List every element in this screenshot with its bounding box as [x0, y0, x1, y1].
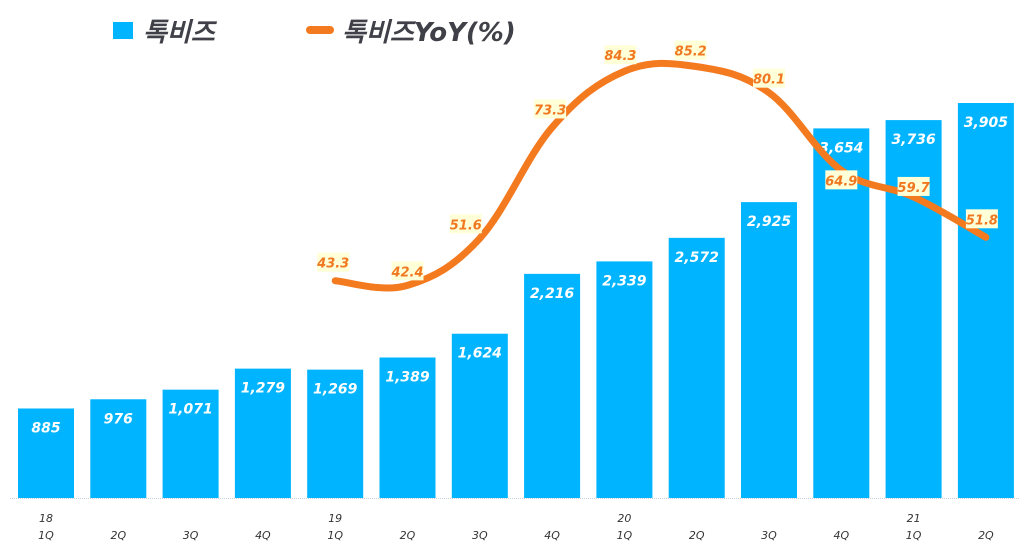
yoy-label-box [965, 209, 998, 229]
x-tick-label: 3Q [472, 529, 488, 542]
yoy-label: 64.9 [825, 174, 857, 189]
bar-label: 1,624 [458, 346, 502, 362]
x-tick-label: 3Q [761, 529, 777, 542]
legend-bar-swatch [113, 21, 133, 39]
bar [668, 237, 725, 498]
bar [957, 103, 1014, 498]
bar-label: 2,216 [530, 286, 575, 302]
bar-label: 1,389 [385, 369, 430, 385]
yoy-label: 73.3 [534, 103, 566, 118]
legend-line: 톡비즈YoY(%) [306, 12, 516, 48]
bar-label: 976 [104, 411, 133, 427]
bar-label: 2,572 [675, 250, 719, 266]
legend-line-label: 톡비즈YoY(%) [342, 17, 516, 48]
x-tick-label: 1Q [38, 529, 54, 542]
yoy-label-box [534, 99, 567, 119]
x-tick-label: 2Q [689, 529, 705, 542]
yoy-label-box [449, 214, 482, 234]
yoy-label: 43.3 [316, 257, 349, 272]
legend-bar-label: 톡비즈 [143, 17, 215, 48]
bar [162, 389, 219, 498]
bar-label: 3,905 [964, 115, 1009, 131]
bar-label: 885 [31, 420, 60, 436]
x-tick-label: 4Q [544, 529, 560, 542]
x-tick-label: 1Q [327, 529, 343, 542]
bar [90, 399, 147, 498]
bar [451, 333, 508, 498]
yoy-label-box [825, 170, 858, 190]
bar-label: 2,925 [747, 214, 792, 230]
yoy-label: 85.2 [675, 45, 707, 60]
x-tick-year: 19 [328, 512, 342, 525]
x-tick-label: 2Q [110, 529, 126, 542]
bar [596, 261, 653, 498]
bar [234, 368, 291, 498]
yoy-label: 42.4 [390, 265, 423, 280]
bar-label: 1,071 [168, 402, 212, 418]
x-tick-year: 21 [907, 512, 921, 525]
x-tick-label: 3Q [183, 529, 199, 542]
yoy-label-box [604, 45, 637, 65]
yoy-label-box [897, 176, 930, 196]
bar-label: 3,654 [819, 140, 863, 156]
bar [18, 408, 74, 498]
x-tick-year: 20 [617, 512, 631, 525]
x-tick-label: 4Q [255, 529, 271, 542]
bar [307, 369, 364, 498]
yoy-label-box [317, 252, 350, 272]
yoy-label: 59.7 [898, 181, 931, 196]
yoy-label-box [391, 261, 424, 281]
bar [741, 202, 797, 498]
yoy-label: 80.1 [753, 73, 785, 88]
yoy-label: 51.6 [450, 218, 482, 233]
bar-label: 2,339 [602, 273, 647, 289]
yoy-label: 51.8 [966, 213, 998, 228]
x-tick-label: 1Q [617, 529, 633, 542]
bar-label: 1,269 [313, 382, 358, 398]
bar [524, 273, 581, 498]
bar-label: 3,736 [891, 132, 936, 148]
bar [813, 128, 870, 498]
yoy-line [331, 59, 990, 292]
bar [379, 357, 436, 498]
yoy-label-box [753, 68, 785, 88]
legend-line-swatch [306, 26, 334, 34]
x-tick-label: 4Q [833, 529, 849, 542]
bar-label: 1,279 [241, 381, 286, 397]
x-tick-year: 18 [39, 512, 53, 525]
bar [885, 120, 942, 498]
x-tick-label: 2Q [978, 529, 994, 542]
x-tick-label: 1Q [906, 529, 922, 542]
yoy-label: 84.3 [604, 49, 636, 64]
legend-bar: 톡비즈 [113, 12, 215, 48]
yoy-label-box [674, 40, 707, 60]
x-tick-label: 2Q [400, 529, 416, 542]
